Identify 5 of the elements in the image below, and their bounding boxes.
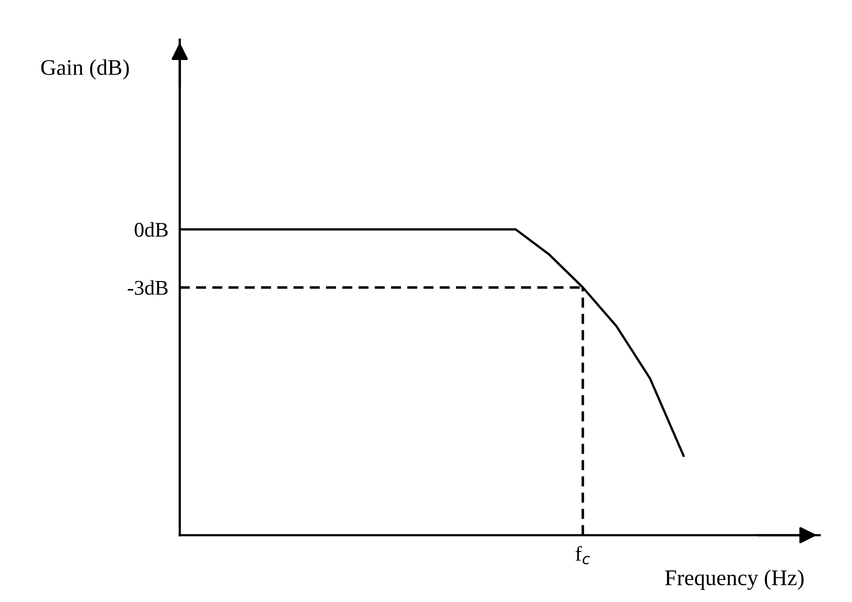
y-tick-label: 0dB [134, 222, 168, 237]
x-axis-title: Frequency (Hz) [665, 570, 804, 590]
y-tick-label: -3dB [128, 280, 168, 295]
y-axis-title: Gain (dB) [41, 59, 129, 80]
x-tick-label: f$_{c}$ [576, 546, 590, 564]
